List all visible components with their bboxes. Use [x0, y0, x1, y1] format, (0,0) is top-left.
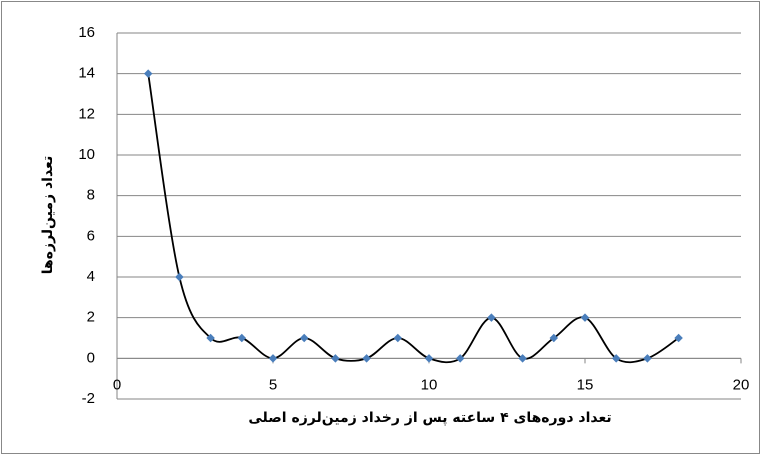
- x-tick-label: 5: [269, 376, 277, 393]
- data-point: [580, 313, 590, 322]
- y-tick-label: 6: [87, 227, 95, 244]
- y-tick-label: 10: [78, 146, 95, 163]
- data-point: [175, 272, 184, 282]
- data-point: [206, 333, 215, 343]
- data-point: [393, 333, 403, 343]
- data-point: [362, 354, 371, 363]
- data-point: [143, 69, 153, 78]
- y-tick-label: 12: [78, 105, 95, 122]
- y-tick-label: 4: [87, 268, 95, 285]
- y-tick-label: 2: [87, 309, 95, 326]
- data-point: [643, 354, 652, 363]
- data-point: [674, 333, 683, 343]
- x-tick-label: 0: [113, 376, 121, 393]
- data-point: [518, 354, 527, 363]
- data-point: [549, 333, 559, 343]
- x-tick-label: 20: [733, 376, 750, 393]
- x-axis-title: تعداد دوره‌های ۴ ساعته پس از رخداد زمین‌…: [248, 410, 611, 426]
- data-point: [237, 333, 247, 343]
- y-tick-label: 14: [78, 65, 95, 82]
- data-point: [611, 354, 621, 363]
- y-tick-label: 8: [87, 187, 95, 204]
- y-tick-label: -2: [82, 390, 95, 407]
- y-tick-label: 16: [78, 24, 95, 41]
- data-point: [487, 313, 496, 322]
- data-point: [424, 354, 434, 363]
- data-point: [299, 333, 309, 343]
- x-tick-label: 15: [577, 376, 594, 393]
- y-tick-label: 0: [87, 349, 95, 366]
- x-tick-label: 10: [421, 376, 438, 393]
- data-point: [455, 354, 465, 363]
- data-point: [331, 354, 340, 363]
- data-point: [268, 354, 278, 363]
- y-axis-title: تعداد زمین‌لرزه‌ها: [40, 156, 56, 274]
